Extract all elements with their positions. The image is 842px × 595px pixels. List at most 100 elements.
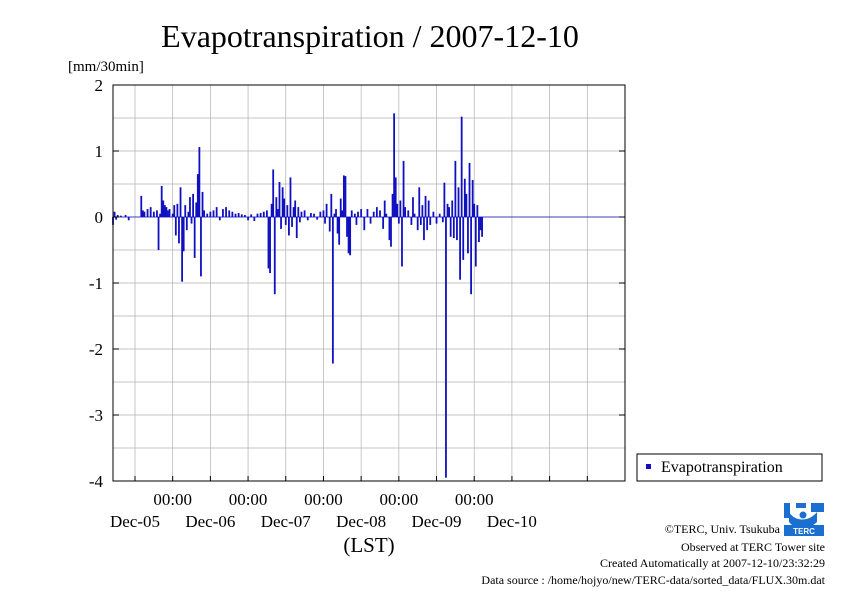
data-bar [141,210,144,217]
data-bar [289,177,292,217]
data-bar [426,217,429,231]
data-bar [286,205,289,217]
data-bar [432,211,435,217]
data-bar [262,211,265,217]
data-bar [228,210,231,217]
data-bar [225,207,227,217]
data-bar [168,209,171,217]
data-bar [157,217,160,250]
data-bar [234,213,237,217]
data-bar [394,177,397,217]
legend: Evapotranspiration [636,453,823,482]
data-bar [383,200,386,217]
data-bar [470,217,472,295]
data-bar [187,211,190,217]
data-bar [344,176,347,217]
data-bar [355,217,358,225]
data-bar [372,211,375,217]
data-bar [206,213,209,217]
data-bar [473,203,476,217]
credit-source: Data source : /home/hojyo/new/TERC-data/… [481,573,825,587]
data-bar [116,215,119,217]
data-bar [201,191,204,217]
data-bar [292,207,295,217]
data-bar [410,217,413,225]
data-bar [446,203,449,217]
data-bar [291,217,293,227]
data-bar [366,209,369,217]
data-bar [479,217,482,231]
data-bar [281,187,284,217]
data-bar [416,217,419,231]
data-bar [209,211,212,217]
logo-text: TERC [793,527,815,536]
data-bar [396,203,399,217]
data-bar [418,187,421,217]
data-bar [468,162,471,217]
x-tick-date-label: Dec-05 [110,512,160,531]
data-bar [149,207,152,217]
chart-title: Evapotranspiration / 2007-12-10 [161,18,579,54]
data-bar [478,217,480,243]
data-bar [412,197,414,217]
y-tick-label: 0 [95,208,104,227]
data-bar [463,178,466,217]
data-bar [270,203,273,217]
data-bar [382,217,385,229]
data-bar [143,211,146,217]
logo-mark-top [784,503,824,518]
data-bar [397,217,400,224]
data-bar [259,213,262,217]
data-bar [196,174,199,217]
y-tick-label: 1 [95,142,104,161]
data-bar [156,210,158,217]
data-bar [357,211,359,217]
data-bar [333,213,336,217]
data-bar [336,217,339,234]
data-bar [256,213,259,217]
legend-box [636,453,823,482]
data-bar [171,213,174,217]
data-bar [449,217,452,237]
data-bar [328,217,331,232]
data-bar [462,217,465,260]
data-bar [278,182,281,217]
x-tick-date-label: Dec-08 [336,512,386,531]
y-tick-label: -4 [89,472,104,491]
data-bar [347,217,350,254]
data-bar [192,193,194,217]
data-bar [454,160,457,217]
data-bar [193,217,196,258]
data-bar [448,207,450,217]
data-bar [451,200,454,217]
bar-series [112,113,625,478]
y-tick-label: 2 [95,76,104,95]
data-bar [162,200,165,217]
data-bar [298,217,301,223]
data-bar [295,217,298,239]
data-bar [360,209,363,217]
credit-copyright: ©TERC, Univ. Tsukuba [664,522,780,536]
data-bar [424,195,427,217]
data-bar [163,205,166,217]
data-bar [159,213,162,217]
data-bar [178,217,180,244]
data-bar [179,187,182,217]
data-bar [467,217,469,254]
data-bar [476,205,479,217]
data-bar [190,217,193,224]
data-bar [237,213,240,217]
data-bar [176,203,179,217]
terc-logo: TERC [784,503,824,536]
data-bar [346,217,348,237]
x-tick-time-label: 00:00 [229,490,268,509]
y-tick-label: -2 [89,340,103,359]
data-bar [443,182,446,217]
data-bar [182,217,185,252]
data-bar [402,160,405,217]
y-axis-unit: [mm/30min] [68,59,144,75]
data-bar [421,205,424,217]
data-bar [215,207,218,217]
x-tick-time-label: 00:00 [455,490,494,509]
